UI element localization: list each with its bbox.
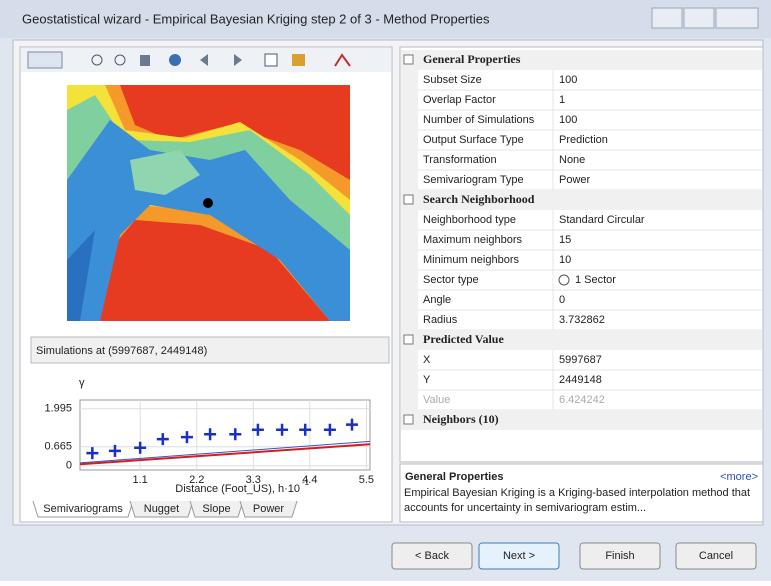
property-gutter <box>401 310 418 330</box>
tab-label: Slope <box>202 503 230 515</box>
full-extent[interactable] <box>169 54 181 66</box>
property-gutter <box>401 150 418 170</box>
property-gutter <box>401 90 418 110</box>
description-text: Empirical Bayesian Kriging is a Kriging-… <box>404 486 760 516</box>
layers[interactable] <box>265 54 277 66</box>
description-title: General Properties <box>405 471 503 483</box>
property-gutter <box>401 270 418 290</box>
prediction-map <box>67 85 350 321</box>
property-value[interactable]: 2449148 <box>559 374 602 386</box>
property-name: Subset Size <box>423 74 482 86</box>
property-gutter <box>401 170 418 190</box>
property-gutter <box>401 290 418 310</box>
property-value[interactable]: 10 <box>559 254 571 266</box>
property-name: Radius <box>423 314 458 326</box>
property-value[interactable]: None <box>559 154 585 166</box>
x-tick-label: 1.1 <box>133 474 148 486</box>
section-title: General Properties <box>423 52 521 66</box>
property-value[interactable]: Standard Circular <box>559 214 645 226</box>
property-name: Angle <box>423 294 451 306</box>
property-gutter <box>401 130 418 150</box>
section-title: Predicted Value <box>423 332 504 346</box>
property-gutter <box>401 70 418 90</box>
button-label[interactable]: < Back <box>415 550 449 562</box>
property-gutter <box>401 250 418 270</box>
property-value[interactable]: 1 <box>559 94 565 106</box>
property-name: Number of Simulations <box>423 114 535 126</box>
property-name: Y <box>423 374 431 386</box>
tab-label: Nugget <box>144 503 179 515</box>
property-name: Output Surface Type <box>423 134 524 146</box>
y-tick-label: 0 <box>66 460 72 472</box>
property-gutter <box>401 110 418 130</box>
property-value[interactable]: 6.424242 <box>559 394 605 406</box>
tab-label: Semivariograms <box>43 503 123 515</box>
property-name: Semivariogram Type <box>423 174 524 186</box>
button-label[interactable]: Finish <box>605 550 634 562</box>
property-value[interactable]: 100 <box>559 114 577 126</box>
property-name: Value <box>423 394 450 406</box>
property-gutter <box>401 230 418 250</box>
symbology[interactable] <box>292 54 305 66</box>
button-label[interactable]: Cancel <box>699 550 733 562</box>
wizard-window: Geostatistical wizard - Empirical Bayesi… <box>0 0 771 581</box>
expander[interactable] <box>404 335 413 344</box>
tabs: Semivariograms Nugget Slope Power <box>33 501 297 517</box>
x-tick-label: 5.5 <box>359 474 374 486</box>
pan[interactable] <box>140 55 150 66</box>
property-name: Transformation <box>423 154 497 166</box>
property-value[interactable]: Prediction <box>559 134 608 146</box>
section-title: Search Neighborhood <box>423 192 535 206</box>
prediction-location[interactable] <box>203 198 213 208</box>
property-value[interactable]: 1 Sector <box>575 274 616 286</box>
property-value[interactable]: 100 <box>559 74 577 86</box>
property-name: Sector type <box>423 274 479 286</box>
property-value[interactable]: 3.732862 <box>559 314 605 326</box>
property-name: X <box>423 354 431 366</box>
y-axis-label: γ <box>79 377 85 389</box>
maximize-button[interactable] <box>684 8 714 28</box>
button-label[interactable]: Next > <box>503 550 535 562</box>
property-value[interactable]: 5997687 <box>559 354 602 366</box>
window-title: Geostatistical wizard - Empirical Bayesi… <box>22 11 490 26</box>
property-value[interactable]: 15 <box>559 234 571 246</box>
x-axis-label: Distance (Foot_US), h·10 <box>175 483 300 495</box>
minimize-button[interactable] <box>652 8 682 28</box>
select-tool[interactable] <box>28 52 62 68</box>
property-name: Maximum neighbors <box>423 234 523 246</box>
expander[interactable] <box>404 415 413 424</box>
radio[interactable] <box>559 275 569 285</box>
expander[interactable] <box>404 195 413 204</box>
property-name: Overlap Factor <box>423 94 496 106</box>
section-title: Neighbors (10) <box>423 412 499 426</box>
y-tick-label: 1.995 <box>44 403 72 415</box>
more-link[interactable]: <more> <box>720 471 758 483</box>
property-value[interactable]: Power <box>559 174 591 186</box>
x-axis-label-exponent: -1 <box>302 478 310 487</box>
close-button[interactable] <box>716 8 758 28</box>
y-tick-label: 0.665 <box>44 441 72 453</box>
property-gutter <box>401 370 418 390</box>
property-name: Minimum neighbors <box>423 254 519 266</box>
property-gutter <box>401 210 418 230</box>
expander[interactable] <box>404 55 413 64</box>
property-gutter <box>401 390 418 410</box>
property-gutter <box>401 350 418 370</box>
page: Geostatistical wizard - Empirical Bayesi… <box>0 0 771 581</box>
simulations-label: Simulations at (5997687, 2449148) <box>36 345 207 357</box>
property-value[interactable]: 0 <box>559 294 565 306</box>
tab-label: Power <box>253 503 285 515</box>
description-text-box: Empirical Bayesian Kriging is a Kriging-… <box>404 486 760 520</box>
property-name: Neighborhood type <box>423 214 516 226</box>
